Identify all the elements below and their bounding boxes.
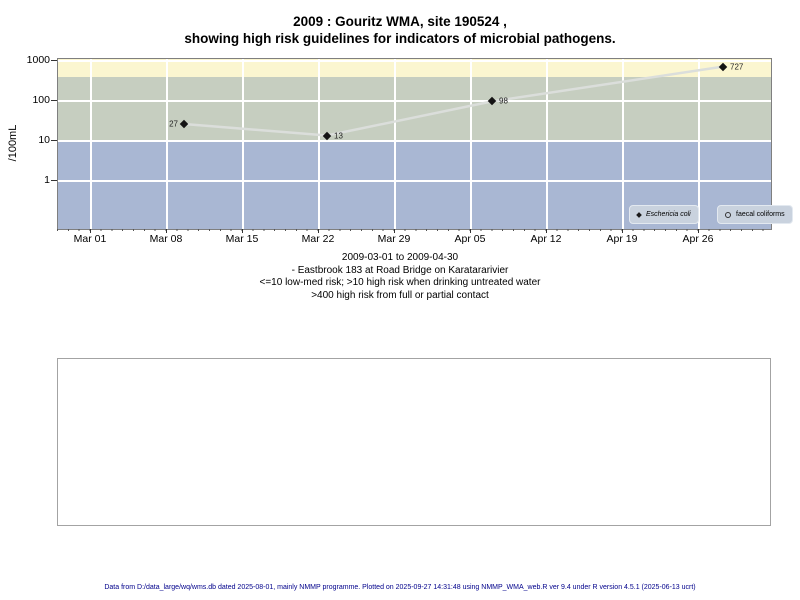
x-tick: [622, 229, 623, 233]
x-tick: [90, 229, 91, 233]
plot-area: 27 13 98 727 Eschericia coli faecal coli…: [57, 58, 793, 230]
gridline-vertical: [698, 59, 700, 229]
x-tick-label: Mar 29: [377, 233, 411, 245]
y-tick-label: 100: [32, 94, 50, 106]
y-tick: [51, 60, 57, 61]
chart-caption: 2009-03-01 to 2009-04-30 - Eastbrook 183…: [0, 252, 800, 302]
y-tick-label: 1: [44, 174, 50, 186]
data-point-label: 27: [169, 119, 178, 129]
x-tick: [166, 229, 167, 233]
y-tick-label: 1000: [26, 54, 50, 66]
y-tick: [51, 180, 57, 181]
gridline-vertical: [394, 59, 396, 229]
y-tick: [51, 140, 57, 141]
data-point-label: 98: [499, 96, 508, 106]
risk-band-high-drinking: [58, 77, 771, 141]
gridline-vertical: [470, 59, 472, 229]
gridline-horizontal: [58, 100, 771, 102]
x-tick-label: Mar 08: [149, 233, 183, 245]
x-tick-label: Mar 01: [73, 233, 107, 245]
legend-ecoli: Eschericia coli: [629, 205, 699, 224]
x-tick-label: Mar 22: [301, 233, 335, 245]
empty-second-panel: [57, 358, 771, 526]
filled-diamond-icon: [636, 211, 642, 218]
data-point-label: 727: [730, 62, 744, 72]
risk-band-high-contact: [58, 59, 771, 77]
caption-risk-note-drinking: <=10 low-med risk; >10 high risk when dr…: [259, 277, 541, 288]
gridline-vertical: [242, 59, 244, 229]
legend-faecal-coliforms: faecal coliforms: [717, 205, 793, 224]
x-axis-minor-ticks: [57, 229, 770, 231]
gridline-horizontal: [58, 60, 771, 62]
x-tick-label: Apr 05: [454, 233, 486, 245]
caption-date-range: 2009-03-01 to 2009-04-30: [341, 252, 459, 263]
gridline-horizontal: [58, 180, 771, 182]
x-tick: [698, 229, 699, 233]
x-tick-label: Mar 15: [225, 233, 259, 245]
x-tick-label: Apr 12: [530, 233, 562, 245]
gridline-vertical: [546, 59, 548, 229]
gridline-vertical: [90, 59, 92, 229]
y-tick: [51, 100, 57, 101]
chart-title: 2009 : Gouritz WMA, site 190524 , showin…: [0, 13, 800, 47]
chart-title-line2: showing high risk guidelines for indicat…: [184, 31, 616, 46]
x-tick-label: Apr 26: [682, 233, 714, 245]
ecoli-series-line: [183, 65, 724, 137]
caption-risk-note-contact: >400 high risk from full or partial cont…: [311, 289, 489, 301]
gridline-horizontal: [58, 140, 771, 142]
footer-provenance-text: Data from D:/data_large/wq/wms.db dated …: [104, 584, 696, 591]
x-tick: [318, 229, 319, 233]
x-tick-label: Apr 19: [606, 233, 638, 245]
gridline-vertical: [622, 59, 624, 229]
x-tick: [546, 229, 547, 233]
data-point-label: 13: [334, 131, 343, 140]
legend-ecoli-label: Eschericia coli: [646, 211, 691, 218]
y-tick-label: 10: [38, 134, 50, 146]
x-tick: [470, 229, 471, 233]
x-tick: [394, 229, 395, 233]
caption-site-description: - Eastbrook 183 at Road Bridge on Karata…: [291, 264, 509, 276]
gridline-vertical: [166, 59, 168, 229]
legend-faecal-coliforms-label: faecal coliforms: [736, 211, 785, 218]
x-tick: [242, 229, 243, 233]
open-circle-icon: [725, 211, 731, 218]
gridline-vertical: [318, 59, 320, 229]
chart-title-line1: 2009 : Gouritz WMA, site 190524 ,: [293, 14, 507, 29]
